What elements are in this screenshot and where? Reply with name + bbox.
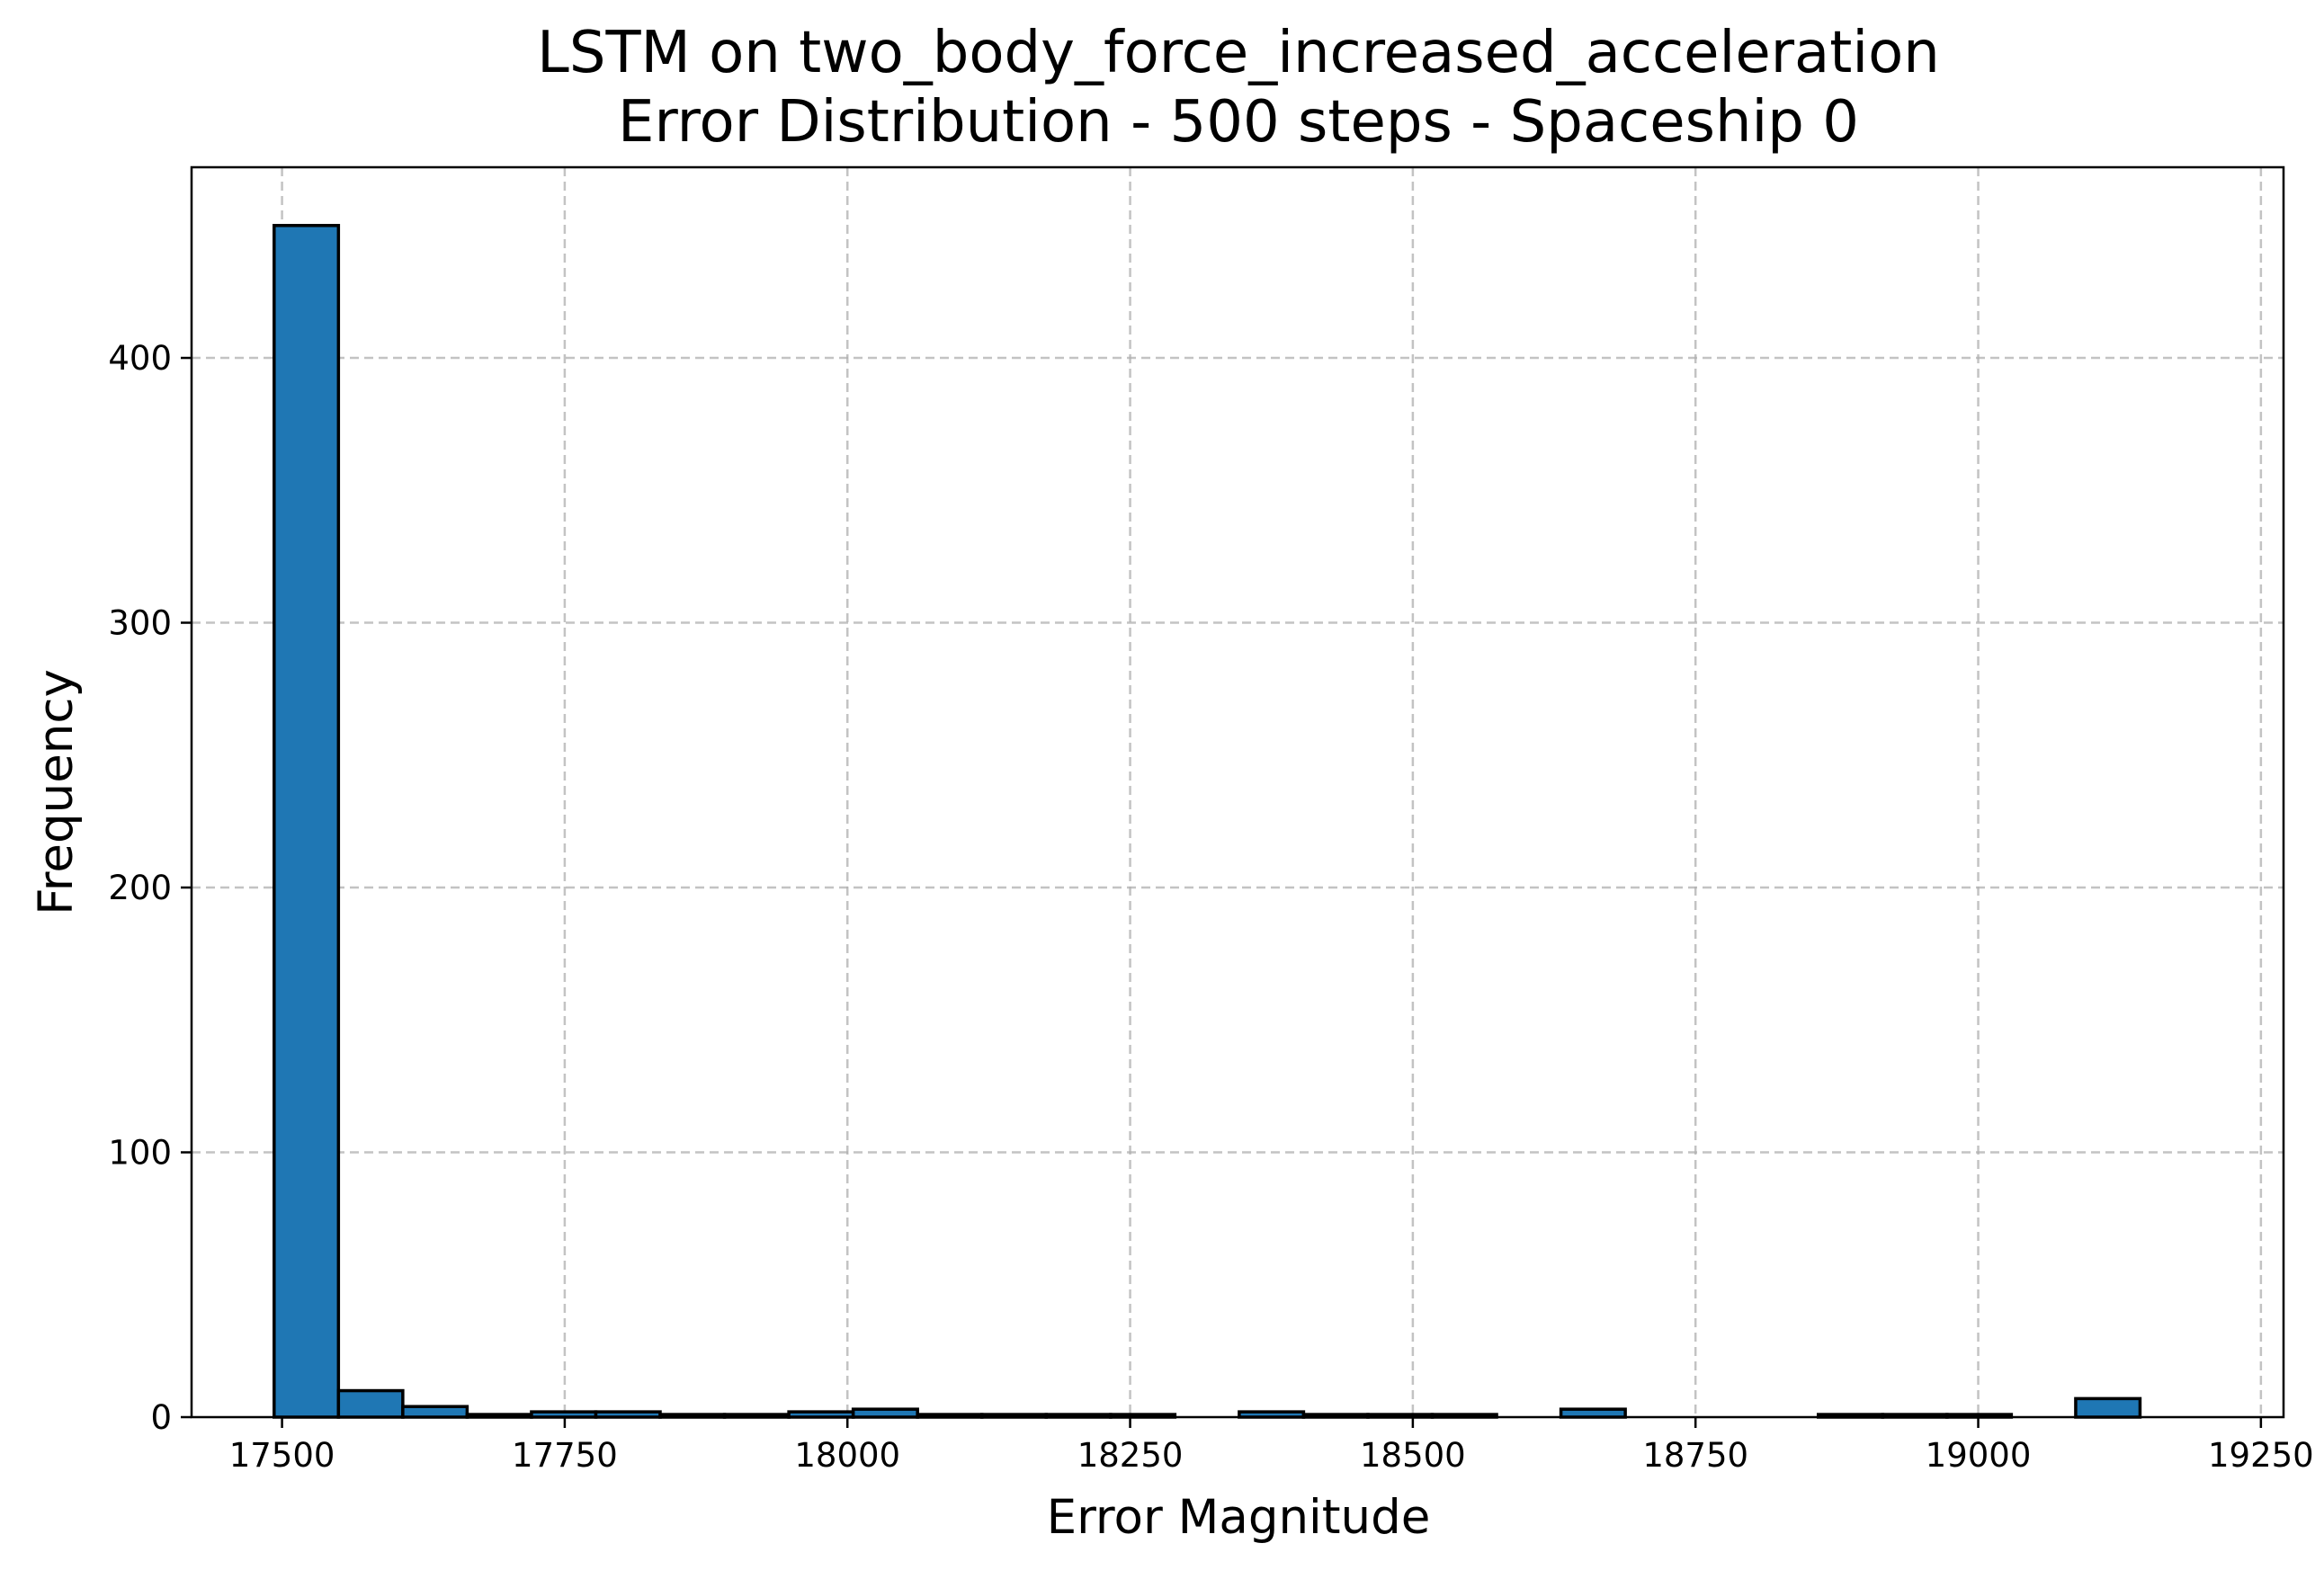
x-tick-label: 18750 — [1642, 1436, 1748, 1475]
axis-ticks: 17500 17750 18000 18250 18500 18750 19000 19250… — [108, 339, 2313, 1475]
histogram-bar — [401, 1405, 469, 1419]
x-tick-label: 18500 — [1360, 1436, 1466, 1475]
x-tick-label: 18250 — [1077, 1436, 1184, 1475]
x-tick-label: 17750 — [512, 1436, 618, 1475]
histogram-bar — [1559, 1407, 1627, 1419]
y-tick-label: 300 — [108, 604, 172, 643]
histogram-bar — [273, 224, 341, 1419]
x-tick-label: 19250 — [2208, 1436, 2314, 1475]
x-axis-label: Error Magnitude — [1047, 1490, 1431, 1545]
y-tick-label: 200 — [108, 869, 172, 907]
histogram-bars — [273, 224, 2142, 1419]
histogram-bar — [851, 1407, 919, 1419]
y-tick-label: 0 — [150, 1398, 172, 1437]
x-tick-label: 18000 — [794, 1436, 900, 1475]
y-tick-label: 100 — [108, 1134, 172, 1173]
plot-frame — [190, 165, 2285, 1419]
x-tick-label: 19000 — [1926, 1436, 2032, 1475]
histogram-bar — [336, 1388, 405, 1419]
y-axis-label: Frequency — [29, 669, 84, 915]
y-tick-label: 400 — [108, 339, 172, 378]
chart-title: LSTM on two_body_force_increased_acceler… — [537, 20, 1940, 86]
chart-subtitle: Error Distribution - 500 steps - Spacesh… — [618, 89, 1859, 156]
grid-lines — [192, 167, 2284, 1417]
histogram-bar — [2074, 1396, 2142, 1419]
x-tick-label: 17500 — [229, 1436, 335, 1475]
